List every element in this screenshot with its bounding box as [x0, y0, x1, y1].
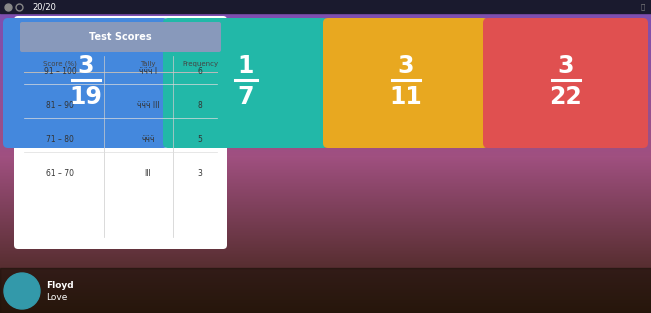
- Text: 5: 5: [197, 135, 202, 143]
- Text: Floyd: Floyd: [46, 280, 74, 290]
- Text: 22: 22: [549, 85, 582, 109]
- Text: 3: 3: [77, 54, 94, 78]
- Text: Love: Love: [46, 293, 67, 301]
- Text: ӵӵӵ III: ӵӵӵ III: [137, 100, 159, 110]
- FancyBboxPatch shape: [20, 22, 221, 52]
- Text: 7: 7: [237, 85, 254, 109]
- FancyBboxPatch shape: [163, 18, 328, 148]
- Text: 71 – 80: 71 – 80: [46, 135, 74, 143]
- Text: ӵӵӵ I: ӵӵӵ I: [139, 66, 157, 75]
- Text: 3: 3: [397, 54, 414, 78]
- Text: 3: 3: [197, 168, 202, 177]
- Text: Tally: Tally: [140, 61, 156, 67]
- Text: 11: 11: [389, 85, 422, 109]
- FancyBboxPatch shape: [323, 18, 488, 148]
- Text: 61 – 70: 61 – 70: [46, 168, 74, 177]
- Text: 3: 3: [557, 54, 574, 78]
- Text: 81 – 90: 81 – 90: [46, 100, 74, 110]
- Text: Test Scores: Test Scores: [89, 32, 152, 42]
- Text: III: III: [145, 168, 152, 177]
- Text: 6: 6: [197, 66, 202, 75]
- Text: 1: 1: [238, 54, 254, 78]
- Text: ӵӵӵ: ӵӵӵ: [141, 135, 155, 143]
- Text: 91 – 100: 91 – 100: [44, 66, 76, 75]
- Text: The frequency table below shows the test scores for Ms.
Henson’s Advanced Algebr: The frequency table below shows the test…: [264, 76, 617, 130]
- FancyBboxPatch shape: [3, 18, 168, 148]
- Text: Frequency: Frequency: [182, 61, 218, 67]
- FancyBboxPatch shape: [483, 18, 648, 148]
- Bar: [0, 0, 651, 13]
- Bar: [0, 268, 651, 313]
- Circle shape: [4, 273, 40, 309]
- FancyBboxPatch shape: [14, 16, 227, 249]
- Text: 20/20: 20/20: [32, 2, 56, 11]
- Text: 8: 8: [198, 100, 202, 110]
- Text: Score (%): Score (%): [43, 61, 77, 67]
- Text: 19: 19: [69, 85, 102, 109]
- Text: ⛶: ⛶: [641, 3, 645, 10]
